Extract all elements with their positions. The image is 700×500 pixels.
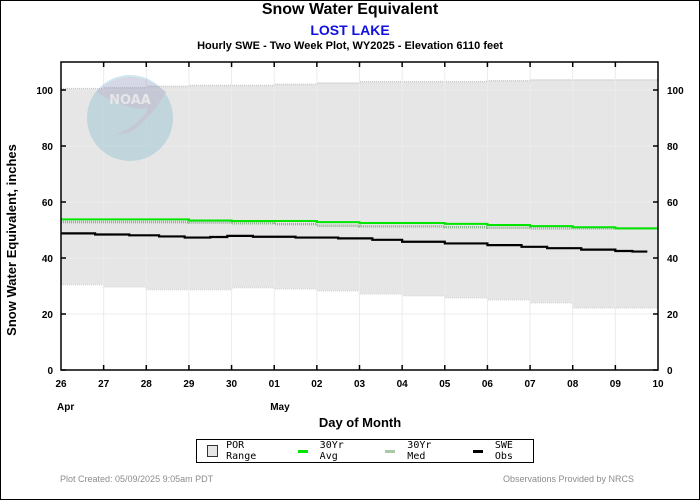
avg-line	[61, 218, 658, 230]
legend-label: 30Yr Avg	[319, 440, 344, 462]
y-tick-label: 0	[47, 366, 53, 377]
month-label: May	[270, 402, 290, 413]
noaa-logo-bird	[96, 77, 166, 136]
x-tick-label: 28	[141, 379, 153, 390]
noaa-logo-circle	[87, 75, 173, 161]
y-tick-label: 20	[42, 310, 54, 321]
median-line	[61, 220, 658, 230]
por-max-edge	[61, 79, 659, 90]
y-tick-label: 100	[667, 86, 684, 97]
y-tick-label: 60	[42, 198, 54, 209]
station-name: LOST LAKE	[310, 22, 390, 38]
legend-label: 30Yr Med	[407, 440, 432, 462]
x-tick-label: 08	[567, 379, 579, 390]
x-tick-label: 05	[439, 379, 451, 390]
month-label: Apr	[57, 402, 74, 413]
y-tick-label: 20	[667, 310, 679, 321]
legend-label: SWE Obs	[494, 440, 513, 462]
x-tick-label: 02	[311, 379, 323, 390]
x-tick-label: 09	[610, 379, 622, 390]
x-tick-label: 07	[525, 379, 537, 390]
obs-swatch	[472, 449, 483, 453]
y-tick-label: 40	[667, 254, 679, 265]
plot-created: Plot Created: 05/09/2025 9:05am PDT	[60, 474, 214, 484]
median-swatch	[385, 449, 396, 453]
legend-item-avg: 30Yr Avg	[294, 440, 364, 462]
y-tick-label: 80	[42, 142, 54, 153]
y-tick-label: 0	[667, 366, 673, 377]
avg-swatch	[297, 449, 308, 453]
noaa-watermark-icon: NOAA	[87, 75, 173, 161]
y-tick-label: 40	[42, 254, 54, 265]
x-tick-label: 26	[55, 379, 67, 390]
x-tick-label: 06	[482, 379, 494, 390]
y-tick-label: 100	[36, 86, 53, 97]
data-credit: Observations Provided by NRCS	[502, 474, 634, 484]
chart-title: Snow Water Equivalent	[261, 1, 439, 18]
y-tick-label: 60	[667, 198, 679, 209]
obs-line	[61, 232, 648, 253]
noaa-logo-text: NOAA	[109, 93, 151, 108]
x-tick-label: 29	[183, 379, 195, 390]
x-tick-label: 27	[98, 379, 110, 390]
legend: POR Range 30Yr Avg 30Yr Med SWE Obs	[196, 439, 534, 463]
legend-item-obs: SWE Obs	[469, 440, 533, 462]
x-tick-label: 10	[652, 379, 664, 390]
x-axis-label: Day of Month	[318, 415, 402, 430]
x-tick-label: 01	[269, 379, 281, 390]
legend-item-por: POR Range	[207, 440, 276, 462]
y-axis-label: Snow Water Equivalent, inches	[4, 144, 19, 336]
y-tick-label: 80	[667, 142, 679, 153]
x-tick-label: 03	[354, 379, 366, 390]
por-range-swatch	[207, 445, 219, 457]
legend-item-median: 30Yr Med	[381, 440, 451, 462]
x-tick-label: 30	[226, 379, 238, 390]
legend-label: POR Range	[226, 440, 257, 462]
chart-subtitle: Hourly SWE - Two Week Plot, WY2025 - Ele…	[197, 40, 503, 52]
x-tick-label: 04	[397, 379, 409, 390]
